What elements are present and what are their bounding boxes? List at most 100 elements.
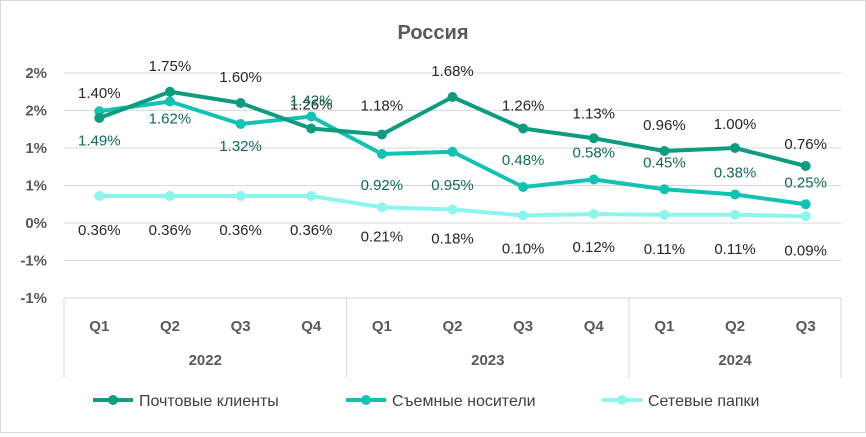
y-tick-label: 2% xyxy=(25,103,47,120)
legend-swatch-marker xyxy=(108,395,118,405)
data-point-marker xyxy=(659,209,670,220)
data-label: 0.45% xyxy=(643,154,686,171)
x-axis: Q1 Q2 Q3 Q4 Q1 Q2 Q3 Q4 Q1 Q2 Q3 2022 2023 2024 xyxy=(63,298,842,378)
legend-label: Почтовые клиенты xyxy=(139,393,279,410)
data-point-marker xyxy=(447,92,458,102)
data-point-marker xyxy=(730,143,741,153)
data-label: 0.25% xyxy=(784,174,827,191)
data-label: 0.76% xyxy=(784,136,827,153)
x-tick-label: Q2 xyxy=(725,318,745,335)
y-tick-label: 1% xyxy=(25,140,47,157)
data-point-marker xyxy=(164,86,175,97)
data-point-marker xyxy=(376,129,387,140)
legend-label: Сетевые папки xyxy=(648,393,759,410)
y-axis: 2% 2% 1% 1% 0% -1% -1% xyxy=(20,65,47,307)
x-tick-label: Q2 xyxy=(160,318,180,335)
data-labels: 1.40% 1.75% 1.60% 1.26% 1.18% 1.68% 1.26% 1.13%… xyxy=(78,58,827,260)
data-label: 1.13% xyxy=(572,105,615,122)
data-label: 1.26% xyxy=(502,98,545,115)
data-label: 0.92% xyxy=(361,177,404,194)
data-label: 1.42% xyxy=(290,93,333,110)
year-group-label: 2023 xyxy=(471,352,504,369)
x-tick-label: Q3 xyxy=(796,318,816,335)
legend-swatch-marker xyxy=(617,395,627,405)
y-tick-label: 1% xyxy=(25,178,47,195)
x-tick-label: Q3 xyxy=(513,318,533,335)
data-point-marker xyxy=(659,184,670,195)
data-label: 0.36% xyxy=(78,222,121,239)
legend-swatch-marker xyxy=(361,395,371,405)
data-label: 1.60% xyxy=(219,69,262,86)
data-label: 1.49% xyxy=(78,132,121,149)
data-point-marker xyxy=(306,111,317,122)
data-label: 0.36% xyxy=(219,222,262,239)
x-tick-label: Q3 xyxy=(231,318,251,335)
data-point-marker xyxy=(518,182,529,192)
x-tick-label: Q1 xyxy=(89,318,109,335)
data-point-marker xyxy=(588,209,599,219)
data-point-marker xyxy=(164,96,175,107)
data-label: 1.26% xyxy=(290,97,333,114)
data-label: 0.58% xyxy=(572,145,615,162)
data-point-marker xyxy=(376,202,387,213)
data-label: 0.11% xyxy=(714,241,755,258)
data-point-marker xyxy=(588,133,599,144)
data-point-marker xyxy=(94,113,105,123)
data-label: 0.38% xyxy=(714,165,757,182)
legend-label: Съемные носители xyxy=(392,393,536,410)
data-label: 1.32% xyxy=(219,138,262,155)
data-label: 0.18% xyxy=(431,231,474,248)
year-group-label: 2024 xyxy=(718,352,752,369)
data-point-marker xyxy=(800,211,811,222)
data-label: 1.68% xyxy=(431,63,474,80)
data-label: 0.36% xyxy=(149,222,192,239)
data-point-marker xyxy=(800,161,811,171)
data-point-marker xyxy=(94,191,105,201)
data-point-marker xyxy=(447,204,458,215)
data-label: 0.10% xyxy=(502,241,545,258)
data-point-marker xyxy=(730,189,741,200)
y-tick-label: 2% xyxy=(25,65,47,82)
data-point-marker xyxy=(235,119,246,129)
x-tick-label: Q4 xyxy=(584,318,605,335)
x-tick-label: Q2 xyxy=(442,318,462,335)
data-point-marker xyxy=(235,98,246,108)
data-label: 1.62% xyxy=(149,111,192,128)
data-point-marker xyxy=(730,209,741,220)
data-label: 0.09% xyxy=(784,242,827,259)
data-label: 1.40% xyxy=(78,85,121,102)
x-tick-label: Q4 xyxy=(301,318,322,335)
y-tick-label: 0% xyxy=(25,215,47,232)
data-label: 0.48% xyxy=(502,152,545,169)
data-point-marker xyxy=(235,191,246,201)
data-label: 1.00% xyxy=(714,116,757,133)
data-point-marker xyxy=(518,210,529,221)
data-label: 0.96% xyxy=(643,117,686,134)
data-label: 1.75% xyxy=(149,58,192,75)
data-label: 0.95% xyxy=(431,177,474,194)
data-point-marker xyxy=(164,191,175,201)
data-point-marker xyxy=(659,146,670,156)
data-label: 0.36% xyxy=(290,222,333,239)
data-point-marker xyxy=(588,174,599,185)
data-label: 0.21% xyxy=(361,228,404,245)
x-tick-label: Q1 xyxy=(372,318,392,335)
data-label: 1.18% xyxy=(361,98,404,115)
data-point-marker xyxy=(306,123,317,134)
data-point-marker xyxy=(306,191,317,201)
x-tick-label: Q1 xyxy=(654,318,674,335)
y-tick-label: -1% xyxy=(20,290,47,307)
data-point-marker xyxy=(447,146,458,157)
year-group-label: 2022 xyxy=(189,352,222,369)
y-tick-label: -1% xyxy=(20,253,47,270)
data-label: 0.11% xyxy=(644,241,685,258)
data-point-marker xyxy=(800,199,811,210)
data-point-marker xyxy=(518,123,529,134)
data-point-marker xyxy=(376,149,387,159)
series-lines xyxy=(94,86,811,222)
data-label: 0.12% xyxy=(572,239,615,256)
chart-title: Россия xyxy=(397,22,468,44)
legend: Почтовые клиенты Съемные носители Сетевые … xyxy=(93,393,759,410)
